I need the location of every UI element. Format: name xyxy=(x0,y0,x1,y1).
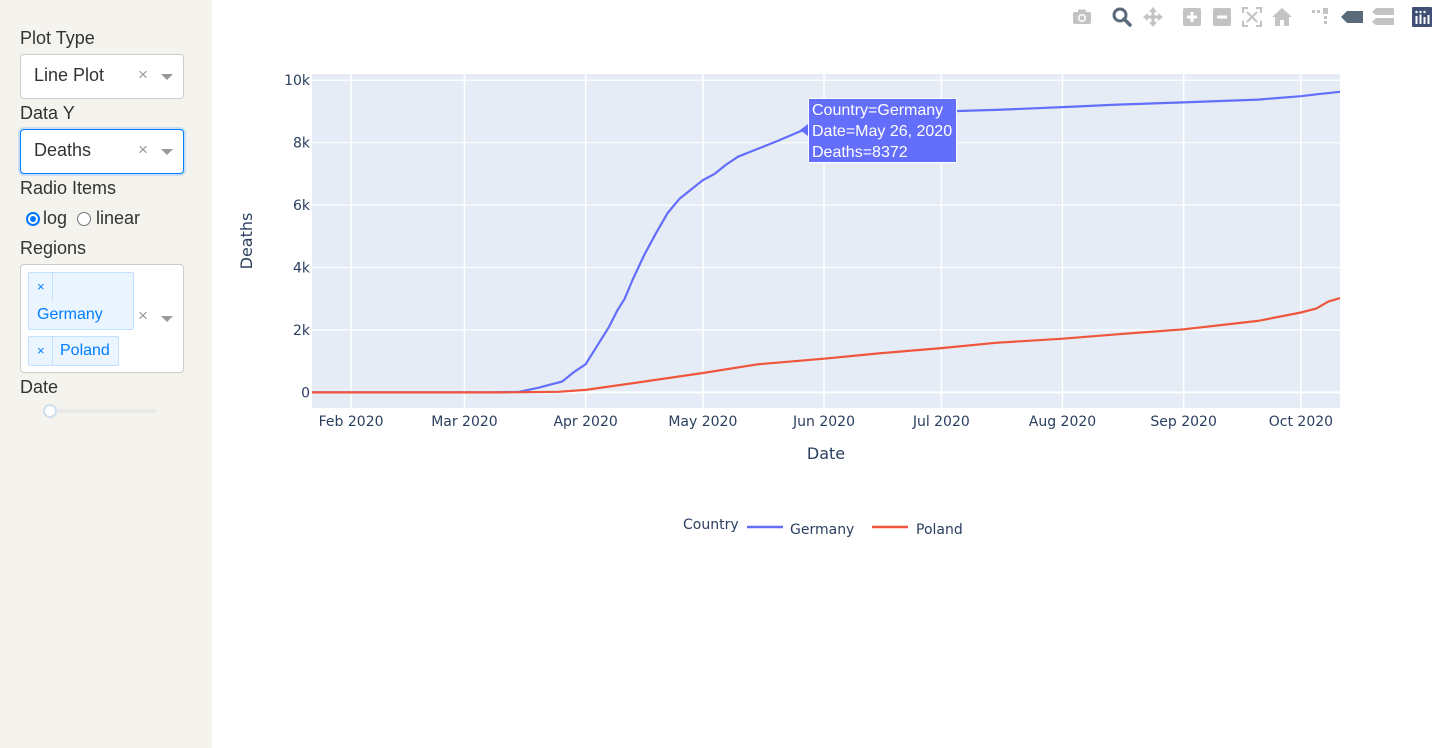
legend-item-germany[interactable]: Germany xyxy=(790,522,854,538)
y-tick-label: 0 xyxy=(301,385,310,401)
x-tick-label: Jul 2020 xyxy=(912,414,970,430)
clear-icon[interactable]: × xyxy=(138,65,148,84)
camera-icon[interactable] xyxy=(1071,6,1093,28)
date-slider-track[interactable] xyxy=(50,409,156,413)
region-tag-germany: × Germany xyxy=(28,272,134,330)
y-tick-label: 4k xyxy=(293,261,311,277)
radio-option-log-label: log xyxy=(43,208,68,228)
reset-axes-icon[interactable] xyxy=(1271,6,1293,28)
series-lines xyxy=(312,90,1341,394)
region-tag-poland: × Poland xyxy=(28,336,119,366)
radio-option-linear-label: linear xyxy=(96,208,141,228)
tag-divider xyxy=(52,273,53,301)
plot-type-dropdown[interactable]: Line Plot × xyxy=(20,54,184,99)
data-y-dropdown[interactable]: Deaths × xyxy=(20,129,184,174)
x-tick-label: May 2020 xyxy=(668,414,737,430)
hover-country: Country=Germany xyxy=(812,102,944,119)
x-tick-labels: Feb 2020 Mar 2020 Apr 2020 May 2020 Jun 2020… xyxy=(319,414,1333,430)
plotly-logo-icon[interactable] xyxy=(1411,6,1433,28)
x-axis-title: Date xyxy=(807,444,845,463)
chevron-down-icon[interactable] xyxy=(161,316,173,322)
y-tick-label: 8k xyxy=(293,136,311,152)
x-tick-label: Feb 2020 xyxy=(319,414,384,430)
tag-divider xyxy=(52,337,53,365)
y-tick-label: 2k xyxy=(293,323,311,339)
radio-option-log[interactable]: log xyxy=(26,208,67,229)
x-tick-label: Sep 2020 xyxy=(1150,414,1216,430)
radio-button-linear[interactable] xyxy=(77,211,91,226)
remove-tag-icon[interactable]: × xyxy=(37,279,45,294)
region-tag-label: Germany xyxy=(37,306,103,323)
autoscale-icon[interactable] xyxy=(1241,6,1263,28)
data-y-value: Deaths xyxy=(34,140,92,160)
hover-compare-icon[interactable] xyxy=(1372,6,1394,28)
sidebar: Plot Type Line Plot × Data Y Deaths × Ra… xyxy=(0,0,212,748)
radio-button-log[interactable] xyxy=(26,211,40,226)
hover-closest-icon[interactable] xyxy=(1341,6,1363,28)
remove-tag-icon[interactable]: × xyxy=(37,343,45,358)
x-tick-label: Mar 2020 xyxy=(431,414,498,430)
clear-icon[interactable]: × xyxy=(138,306,148,325)
chevron-down-icon[interactable] xyxy=(161,149,173,155)
series-line-poland xyxy=(312,297,1341,394)
y-tick-label: 10k xyxy=(284,73,311,89)
hover-pointer xyxy=(800,124,808,136)
hover-value: Deaths=8372 xyxy=(812,144,908,161)
radio-option-linear[interactable]: linear xyxy=(77,208,140,229)
radio-items-label: Radio Items xyxy=(20,178,117,198)
pan-icon[interactable] xyxy=(1142,6,1164,28)
x-tick-label: Aug 2020 xyxy=(1029,414,1096,430)
x-tick-label: Oct 2020 xyxy=(1269,414,1333,430)
hover-tooltip: Country=Germany Date=May 26, 2020 Deaths… xyxy=(808,98,957,163)
y-tick-label: 6k xyxy=(293,198,311,214)
zoom-in-icon[interactable] xyxy=(1181,6,1203,28)
zoom-out-icon[interactable] xyxy=(1211,6,1233,28)
date-slider-handle[interactable] xyxy=(43,404,57,418)
clear-icon[interactable]: × xyxy=(138,140,148,159)
spike-lines-icon[interactable] xyxy=(1310,6,1332,28)
regions-label: Regions xyxy=(20,238,87,258)
chevron-down-icon[interactable] xyxy=(161,74,173,80)
y-tick-labels: 0 2k 4k 6k 8k 10k xyxy=(284,73,311,401)
plot-type-label: Plot Type xyxy=(20,28,95,48)
x-tick-label: Apr 2020 xyxy=(553,414,617,430)
legend-item-poland[interactable]: Poland xyxy=(916,522,963,538)
plot-type-value: Line Plot xyxy=(34,65,105,85)
region-tag-label: Poland xyxy=(60,342,110,359)
y-axis-title: Deaths xyxy=(237,213,256,270)
series-line-germany xyxy=(312,90,1341,394)
date-label: Date xyxy=(20,377,59,397)
legend-title: Country xyxy=(683,517,739,533)
legend: Country Germany Poland xyxy=(683,517,963,538)
hover-date: Date=May 26, 2020 xyxy=(812,123,953,140)
x-tick-label: Jun 2020 xyxy=(792,414,855,430)
data-y-label: Data Y xyxy=(20,103,75,123)
zoom-icon[interactable] xyxy=(1111,6,1133,28)
regions-multiselect[interactable]: × Germany × Poland × xyxy=(20,264,184,373)
